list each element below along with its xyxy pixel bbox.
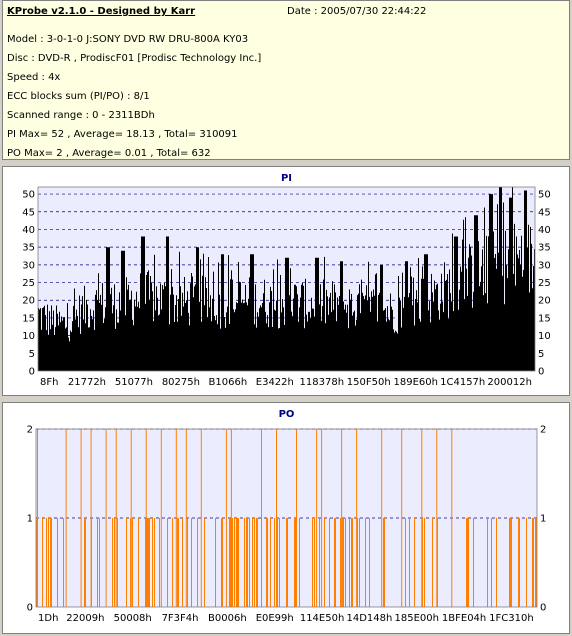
y-tick-label-right: 20 [538, 296, 551, 307]
pi-summary-line: PI Max= 52 , Average= 18.13 , Total= 310… [7, 129, 238, 140]
y-tick-label: 1 [27, 514, 33, 525]
y-tick-label-right: 15 [538, 313, 551, 324]
x-tick-label: 189E60h [393, 377, 437, 388]
range-line: Scanned range : 0 - 2311BDh [7, 110, 155, 121]
x-tick-label: 51077h [115, 377, 153, 388]
po-bars-level-1 [36, 518, 537, 607]
pi-chart-panel: PI 0 0 5 5 10 10 15 15 20 20 25 25 30 30 35 35 40 40 45 45 50… [2, 166, 570, 396]
y-tick-label: 5 [29, 349, 35, 360]
plot-frame [37, 186, 536, 372]
chart-title: PI [281, 173, 292, 184]
x-tick-label: 1C4157h [440, 377, 485, 388]
y-tick-label-right: 35 [538, 243, 551, 254]
y-tick-label-right: 50 [538, 190, 551, 201]
y-tick-label-right: 0 [538, 367, 544, 378]
x-tick-label: 114E50h [300, 613, 344, 624]
y-tick-label: 10 [22, 331, 35, 342]
y-tick-label-right: 2 [540, 425, 546, 436]
y-tick-label-right: 40 [538, 225, 551, 236]
y-tick-label: 40 [22, 225, 35, 236]
x-tick-label: 1BFE04h [442, 613, 486, 624]
y-tick-label: 50 [22, 190, 35, 201]
speed-line: Speed : 4x [7, 72, 61, 83]
x-tick-label: B1066h [209, 377, 248, 388]
x-tick-label: 21772h [68, 377, 106, 388]
y-tick-label-right: 30 [538, 260, 551, 271]
x-tick-label: 1FC310h [489, 613, 534, 624]
chart-title: PO [279, 409, 295, 420]
y-tick-label: 15 [22, 313, 35, 324]
x-tick-label: 50008h [114, 613, 152, 624]
x-tick-label: B0006h [208, 613, 247, 624]
po-summary-line: PO Max= 2 , Average= 0.01 , Total= 632 [7, 148, 211, 159]
y-tick-label-right: 0 [540, 603, 546, 614]
y-tick-label-right: 10 [538, 331, 551, 342]
x-tick-label: 1Dh [38, 613, 58, 624]
x-tick-label: E0E99h [256, 613, 294, 624]
x-tick-label: 185E00h [395, 613, 439, 624]
y-tick-label: 2 [27, 425, 33, 436]
y-tick-label: 0 [27, 603, 33, 614]
pi-chart: PI 0 0 5 5 10 10 15 15 20 20 25 25 30 30 35 35 40 40 45 45 50… [22, 173, 551, 388]
y-tick-label: 20 [22, 296, 35, 307]
app-title: KProbe v2.1.0 - Designed by Karr [7, 6, 196, 17]
x-tick-label: 14D148h [346, 613, 392, 624]
y-tick-label: 45 [22, 207, 35, 218]
po-chart: PO 0 0 1 1 2 2 1Dh 22009h 50008h 7F3F4h B0006h E0E99… [27, 409, 547, 624]
y-tick-label: 35 [22, 243, 35, 254]
x-tick-label: E3422h [256, 377, 294, 388]
pi-bars [38, 187, 535, 371]
disc-line: Disc : DVD-R , ProdiscF01 [Prodisc Techn… [7, 53, 262, 64]
scan-date: Date : 2005/07/30 22:44:22 [287, 6, 427, 17]
y-tick-label: 30 [22, 260, 35, 271]
plot-frame [35, 428, 538, 608]
ecc-line: ECC blocks sum (PI/PO) : 8/1 [7, 91, 150, 102]
y-tick-label-right: 45 [538, 207, 551, 218]
model-line: Model : 3-0-1-0 J:SONY DVD RW DRU-800A K… [7, 34, 249, 45]
x-tick-label: 80275h [162, 377, 200, 388]
x-tick-label: 7F3F4h [162, 613, 199, 624]
y-tick-label: 0 [29, 367, 35, 378]
po-chart-panel: PO 0 0 1 1 2 2 1Dh 22009h 50008h 7F3F4h B0006h E0E99… [2, 402, 570, 634]
y-tick-label-right: 1 [540, 514, 546, 525]
y-tick-label: 25 [22, 278, 35, 289]
x-tick-label: 8Fh [40, 377, 58, 388]
x-tick-label: 118378h [300, 377, 345, 388]
y-tick-label-right: 5 [538, 349, 544, 360]
x-tick-label: 22009h [66, 613, 104, 624]
x-tick-label: 150F50h [347, 377, 391, 388]
info-panel: KProbe v2.1.0 - Designed by Karr Date : … [2, 0, 570, 160]
y-tick-label-right: 25 [538, 278, 551, 289]
x-tick-label: 200012h [487, 377, 532, 388]
po-bars-level-2 [37, 429, 453, 607]
